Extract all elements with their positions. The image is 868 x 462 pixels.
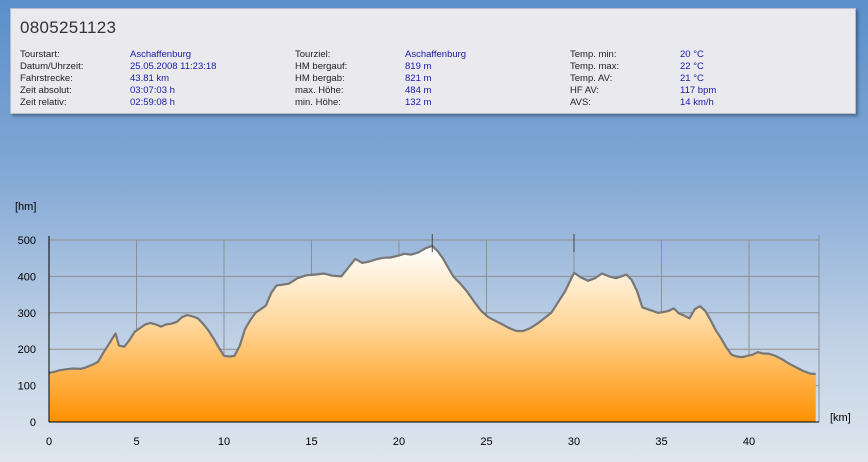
y-tick-label: 100: [18, 381, 36, 393]
stat-label: HM bergab:: [295, 73, 345, 84]
stat-value: 25.05.2008 11:23:18: [130, 61, 217, 72]
stat-row: HM bergauf: 819 m: [295, 61, 466, 73]
tour-title: 0805251123: [20, 18, 117, 37]
stat-label: Fahrstrecke:: [20, 73, 73, 84]
stat-label: min. Höhe:: [295, 97, 341, 108]
stat-value: 02:59:08 h: [130, 97, 175, 108]
x-tick-label: 0: [46, 436, 52, 448]
stat-value: 132 m: [405, 97, 432, 108]
stat-value: 03:07:03 h: [130, 85, 175, 96]
stat-row: Zeit relativ: 02:59:08 h: [20, 97, 216, 109]
x-tick-label: 15: [305, 436, 317, 448]
y-tick-label: 200: [18, 344, 36, 356]
stat-row: Tourziel: Aschaffenburg: [295, 49, 466, 61]
y-tick-label: 500: [18, 235, 36, 247]
stat-label: Temp. max:: [570, 61, 620, 72]
stat-value: 14 km/h: [680, 97, 714, 108]
y-tick-label: 300: [18, 308, 36, 320]
x-tick-label: 25: [480, 436, 492, 448]
stat-value: 22 °C: [680, 61, 704, 72]
y-axis-label: [hm]: [15, 201, 36, 213]
stat-label: AVS:: [570, 97, 591, 108]
stat-row: HM bergab: 821 m: [295, 73, 466, 85]
stat-label: Datum/Uhrzeit:: [20, 61, 84, 72]
stat-label: max. Höhe:: [295, 85, 344, 96]
stat-row: max. Höhe: 484 m: [295, 85, 466, 97]
stat-value: Aschaffenburg: [130, 49, 192, 60]
stat-label: Temp. min:: [570, 49, 617, 60]
x-axis-label: [km]: [830, 412, 851, 424]
stat-row: Datum/Uhrzeit: 25.05.2008 11:23:18: [20, 61, 216, 73]
stats-column: Temp. min: 20 °C Temp. max: 22 °C Temp. AV: 2…: [570, 49, 716, 109]
stat-label: Zeit absolut:: [20, 85, 72, 96]
stat-value: Aschaffenburg: [405, 49, 467, 60]
stat-label: Tourstart:: [20, 49, 60, 60]
stat-value: 20 °C: [680, 49, 704, 60]
y-tick-label: 400: [18, 271, 36, 283]
x-tick-label: 5: [133, 436, 139, 448]
stat-value: 21 °C: [680, 73, 704, 84]
x-tick-label: 35: [655, 436, 667, 448]
x-tick-label: 20: [393, 436, 405, 448]
x-tick-label: 10: [218, 436, 230, 448]
stat-label: HF AV:: [570, 85, 600, 96]
stat-row: Zeit absolut: 03:07:03 h: [20, 85, 216, 97]
stat-row: min. Höhe: 132 m: [295, 97, 466, 109]
stat-row: Fahrstrecke: 43.81 km: [20, 73, 216, 85]
stat-row: Temp. AV: 21 °C: [570, 73, 716, 85]
stat-value: 819 m: [405, 61, 432, 72]
y-tick-label: 0: [30, 417, 36, 429]
stats-column: Tourstart: Aschaffenburg Datum/Uhrzeit: 25.…: [20, 49, 216, 109]
stat-value: 117 bpm: [680, 85, 717, 96]
stat-row: Temp. min: 20 °C: [570, 49, 716, 61]
tour-info-panel: 0805251123 Tourstart: Aschaffenburg Datum/…: [10, 8, 856, 114]
stat-row: HF AV: 117 bpm: [570, 85, 716, 97]
stat-label: Tourziel:: [295, 49, 331, 60]
stat-row: AVS: 14 km/h: [570, 97, 716, 109]
stat-label: HM bergauf:: [295, 61, 348, 72]
x-tick-label: 30: [568, 436, 580, 448]
elevation-area: [49, 245, 816, 422]
stat-row: Temp. max: 22 °C: [570, 61, 716, 73]
stats-column: Tourziel: Aschaffenburg HM bergauf: 819 m HM…: [295, 49, 466, 109]
stat-value: 484 m: [405, 85, 432, 96]
stat-row: Tourstart: Aschaffenburg: [20, 49, 216, 61]
x-tick-label: 40: [743, 436, 755, 448]
stat-value: 821 m: [405, 73, 432, 84]
stat-label: Zeit relativ:: [20, 97, 67, 108]
stat-value: 43.81 km: [130, 73, 170, 84]
stat-label: Temp. AV:: [570, 73, 613, 84]
